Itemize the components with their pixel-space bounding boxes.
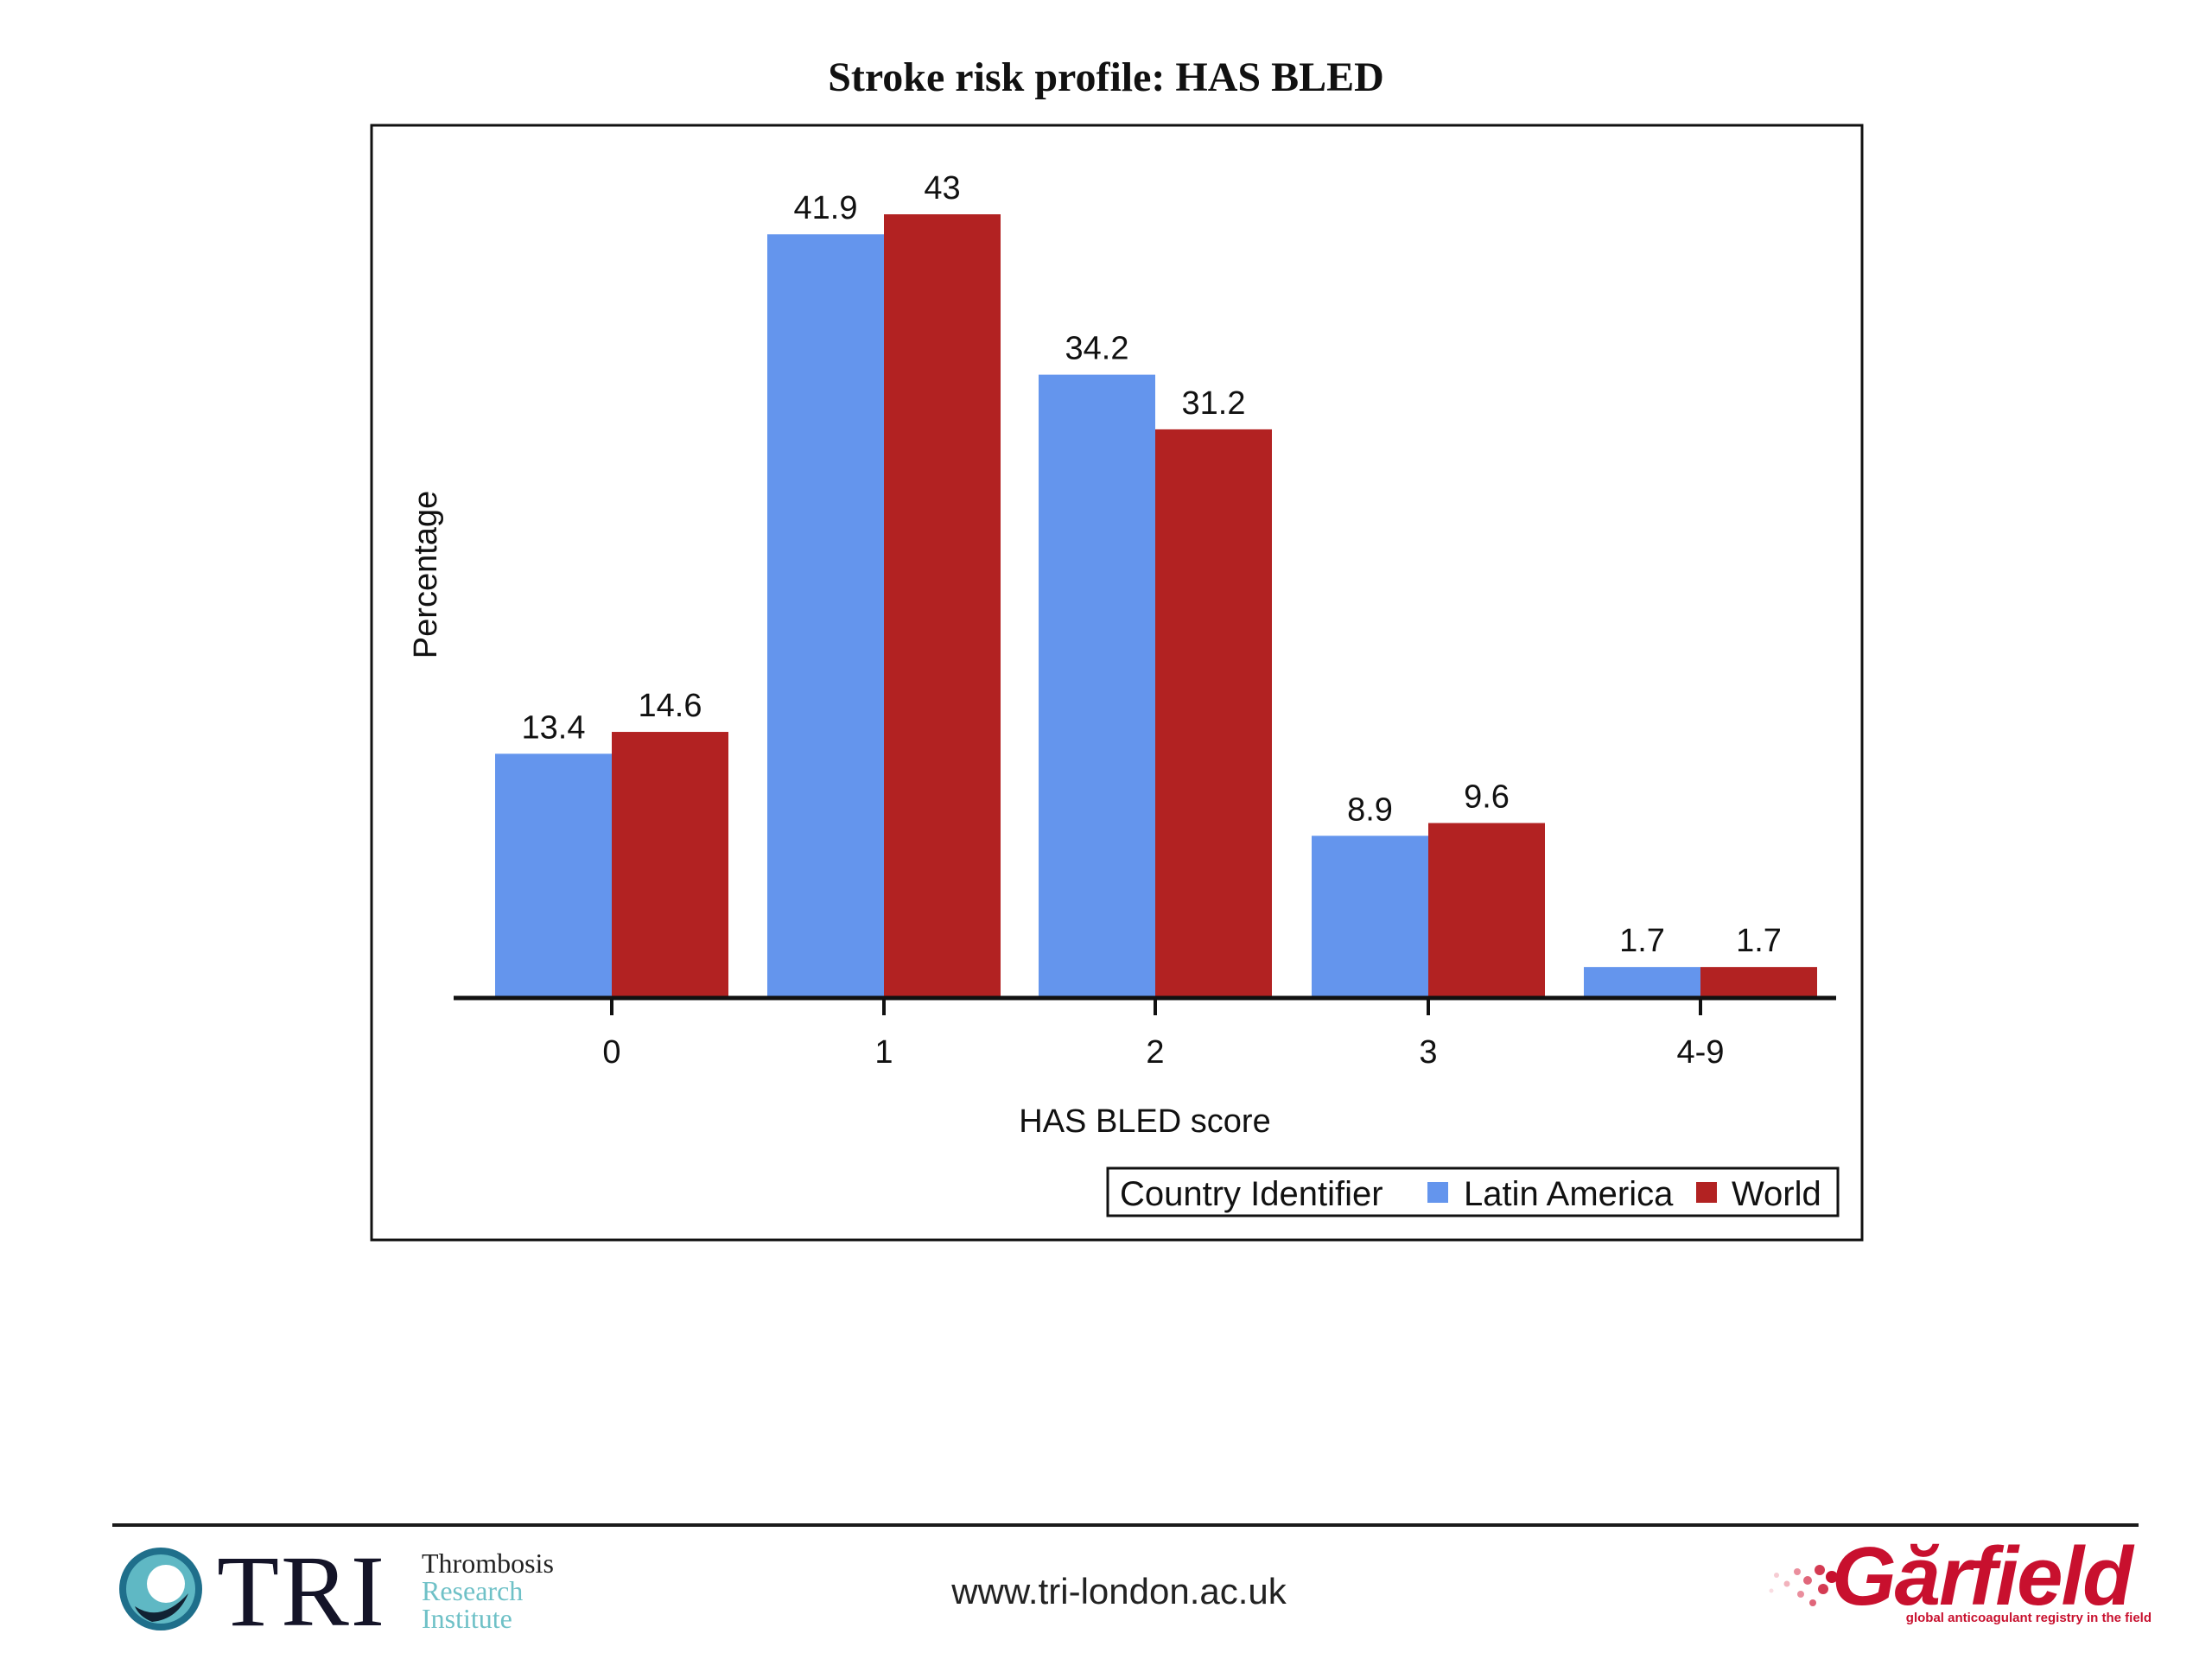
legend-swatch-latin-america: [1427, 1182, 1448, 1203]
bar-chart: 13.4 14.6 41.9 43 34.2 31.2 8.9 9.6 1.7 1.7 0 1 2 3 4…: [370, 124, 1864, 1242]
bar-world-1: [884, 214, 1001, 998]
legend-swatch-world: [1696, 1182, 1717, 1203]
tri-line-1: Thrombosis: [422, 1548, 554, 1579]
legend-label-latin-america: Latin America: [1464, 1175, 1674, 1213]
tri-subtitle: Thrombosis Research Institute: [422, 1549, 554, 1632]
x-tick-label-0: 0: [602, 1034, 620, 1071]
bar-world-0: [612, 732, 728, 998]
footer-divider: [112, 1523, 2139, 1527]
tri-logo: TRI Thrombosis Research Institute: [118, 1541, 584, 1643]
garfield-dots-icon: [1769, 1565, 1838, 1606]
bar-label-latin-america-2: 34.2: [1065, 331, 1129, 367]
bar-latin-america-3: [1312, 836, 1428, 998]
legend: Country Identifier Latin America World: [1106, 1166, 1840, 1217]
tri-line-2: Research: [422, 1575, 524, 1606]
bar-latin-america-2: [1039, 374, 1155, 998]
x-tick-label-1: 1: [874, 1034, 893, 1071]
bar-label-world-1: 43: [924, 170, 960, 207]
bars-group: [495, 214, 1817, 998]
x-tick-label-2: 2: [1146, 1034, 1164, 1071]
x-tick-label-3: 3: [1419, 1034, 1437, 1071]
page-title: Stroke risk profile: HAS BLED: [828, 54, 1384, 100]
garfield-logo: Gărfield global anticoagulant registry i…: [1763, 1531, 2152, 1633]
bar-label-world-0: 14.6: [639, 688, 702, 724]
bar-label-world-4-9: 1.7: [1736, 923, 1782, 959]
x-ticks-group: 0 1 2 3 4-9: [602, 998, 1724, 1071]
bar-label-latin-america-1: 41.9: [794, 190, 858, 226]
garfield-tagline: global anticoagulant registry in the fie…: [1905, 1611, 2152, 1625]
bar-label-latin-america-4-9: 1.7: [1619, 923, 1665, 959]
bar-latin-america-0: [495, 753, 612, 998]
garfield-wordmark: Gărfield: [1832, 1530, 2133, 1623]
footer-url: www.tri-london.ac.uk: [951, 1571, 1287, 1611]
bar-labels-group: 13.4 14.6 41.9 43 34.2 31.2 8.9 9.6 1.7 1.7: [522, 170, 1782, 959]
bar-label-world-3: 9.6: [1464, 779, 1510, 816]
x-tick-label-4-9: 4-9: [1677, 1034, 1725, 1071]
bar-world-4-9: [1700, 967, 1817, 998]
x-axis-title: HAS BLED score: [1019, 1103, 1270, 1140]
bar-world-2: [1155, 429, 1272, 998]
legend-title: Country Identifier: [1120, 1175, 1383, 1213]
y-axis-title: Percentage: [408, 491, 444, 658]
tri-circle-logo-icon: [119, 1548, 202, 1630]
bar-label-latin-america-3: 8.9: [1347, 791, 1393, 828]
legend-label-world: World: [1732, 1175, 1821, 1213]
bar-latin-america-4-9: [1584, 967, 1700, 998]
tri-line-3: Institute: [422, 1603, 512, 1634]
chart-frame: [370, 124, 1864, 1242]
bar-latin-america-1: [767, 234, 884, 998]
bar-label-world-2: 31.2: [1182, 385, 1246, 422]
bar-world-3: [1428, 823, 1545, 998]
tri-wordmark: TRI: [217, 1535, 387, 1648]
bar-label-latin-america-0: 13.4: [522, 709, 586, 746]
